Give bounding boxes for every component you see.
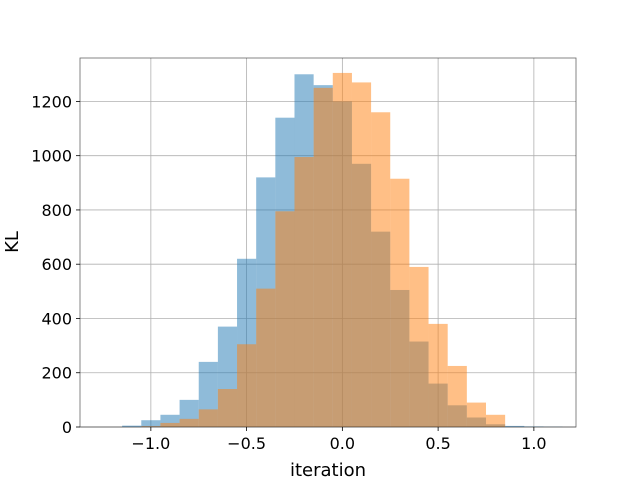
y-tick-label: 0 (62, 418, 72, 437)
histogram-bar-series-1 (141, 420, 161, 427)
histogram-bar-series-2 (294, 157, 314, 427)
y-axis-label: KL (2, 231, 23, 253)
histogram-bar-series-2 (313, 87, 333, 428)
axis-ticks: −1.0 −0.5 0.0 0.5 1.0 0 200 400 600 800 1000 1200 (31, 92, 546, 453)
y-tick-label: 1000 (31, 147, 72, 166)
histogram-bar-series-2 (217, 389, 238, 427)
x-axis-label: iteration (290, 460, 366, 480)
y-tick-label: 800 (41, 201, 72, 220)
histogram-bar-series-2 (179, 418, 199, 427)
y-tick-label: 400 (41, 309, 72, 328)
histogram-bar-series-2 (275, 211, 295, 427)
x-tick-label: −1.0 (131, 434, 170, 453)
x-tick-label: 0.0 (330, 434, 355, 453)
histogram-bar-series-2 (198, 409, 218, 427)
x-tick-label: −0.5 (227, 434, 266, 453)
histogram-bar-series-2 (332, 72, 352, 427)
y-tick-label: 1200 (31, 92, 72, 111)
y-tick-label: 200 (41, 364, 72, 383)
x-tick-label: 0.5 (425, 434, 450, 453)
histogram-bar-series-2 (237, 344, 257, 427)
histogram-bar-series-2 (371, 112, 391, 427)
histogram-bar-series-1 (505, 425, 525, 427)
histogram-bar-series-2 (447, 365, 467, 427)
y-tick-label: 600 (41, 255, 72, 274)
histogram-bar-series-2 (351, 82, 372, 427)
histogram-bar-series-1 (122, 425, 142, 427)
histogram-bar-series-2 (160, 422, 180, 427)
histogram-bar-series-2 (256, 288, 276, 427)
histogram-bar-series-2 (141, 426, 161, 427)
histogram-bar-series-2 (428, 323, 448, 427)
histogram-bar-series-2 (466, 402, 486, 427)
histogram-bar-series-2 (390, 178, 410, 427)
histogram-bars (122, 72, 563, 428)
plot-frame (79, 57, 577, 428)
histogram-bar-series-2 (485, 414, 506, 427)
x-tick-label: 1.0 (521, 434, 546, 453)
histogram-bar-series-2 (409, 266, 429, 427)
